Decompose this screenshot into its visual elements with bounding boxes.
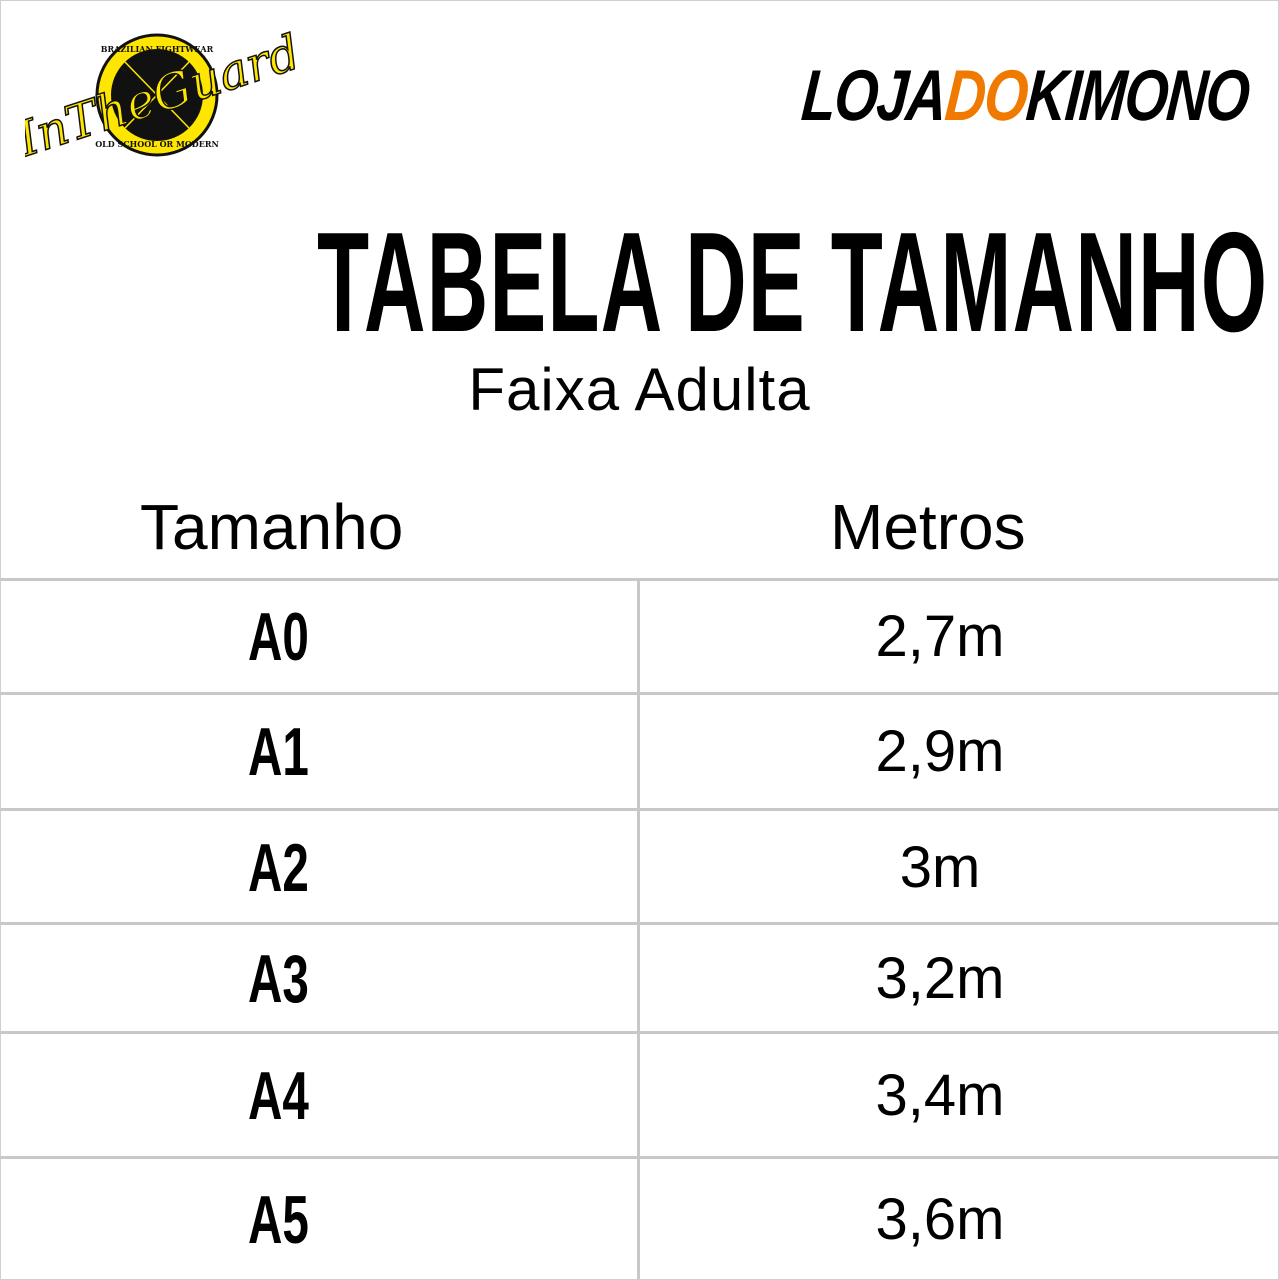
title-text: TABELA DE TAMANHO [317,203,1269,362]
size-cell: A1 [248,714,309,790]
size-cell: A0 [248,599,309,675]
column-header-size: Tamanho [140,491,404,563]
meters-cell: 3,4m [875,1062,1005,1128]
meters-cell: 2,7m [875,604,1005,669]
subtitle: Faixa Adulta [468,356,811,423]
svg-text:BRAZILIAN FIGHTWEAR: BRAZILIAN FIGHTWEAR [101,44,214,54]
logo-text: LOJA [798,56,949,136]
in-the-guard-logo: BRAZILIAN FIGHTWEAR OLD SCHOOL OR MODERN… [25,30,295,160]
size-cell: A3 [248,941,309,1017]
column-divider [637,579,640,1280]
meters-cell: 3,6m [875,1186,1005,1252]
size-cell: A2 [248,829,309,906]
loja-do-kimono-logo: LOJADOKIMONO [799,56,1252,136]
logo-text-accent: DO [942,56,1030,136]
column-header-meters: Metros [830,491,1026,563]
meters-cell: 3,2m [875,946,1005,1011]
svg-text:OLD SCHOOL OR MODERN: OLD SCHOOL OR MODERN [95,139,219,149]
meters-cell: 3m [899,834,981,900]
meters-cell: 2,9m [875,719,1005,784]
size-cell: A5 [248,1181,309,1258]
page-title: TABELA DE TAMANHO [0,212,1279,354]
size-cell: A4 [248,1057,309,1134]
logo-text: KIMONO [1023,56,1252,136]
